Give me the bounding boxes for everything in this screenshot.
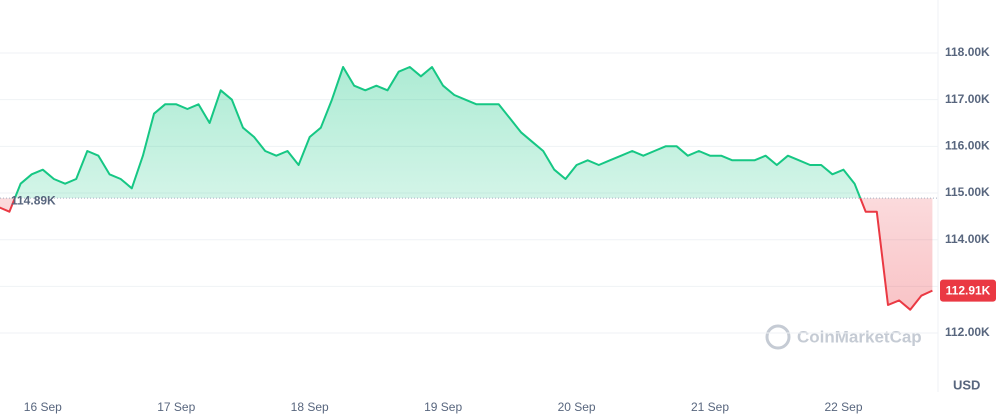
x-tick-label: 19 Sep [424, 400, 462, 414]
x-tick-label: 18 Sep [291, 400, 329, 414]
price-line-up [13, 66, 862, 199]
y-tick-label: 112.00K [945, 325, 990, 339]
last-price-label: 112.91K [946, 284, 991, 298]
last-price-badge [940, 279, 996, 302]
y-tick-label: 118.00K [945, 45, 990, 59]
x-tick-label: 16 Sep [24, 400, 62, 414]
y-tick-label: 114.00K [945, 232, 990, 246]
x-tick-label: 22 Sep [824, 400, 862, 414]
x-tick-label: 21 Sep [691, 400, 729, 414]
baseline-label: 114.89K [11, 193, 56, 207]
x-tick-label: 20 Sep [558, 400, 596, 414]
watermark-text: CoinMarketCap [797, 327, 922, 346]
y-tick-label: 116.00K [945, 139, 990, 153]
watermark: CoinMarketCap [765, 324, 922, 350]
y-tick-label: 117.00K [945, 92, 990, 106]
unit-label: USD [953, 377, 980, 392]
area-up [14, 67, 861, 199]
y-tick-label: 115.00K [945, 185, 990, 199]
x-tick-label: 17 Sep [157, 400, 195, 414]
